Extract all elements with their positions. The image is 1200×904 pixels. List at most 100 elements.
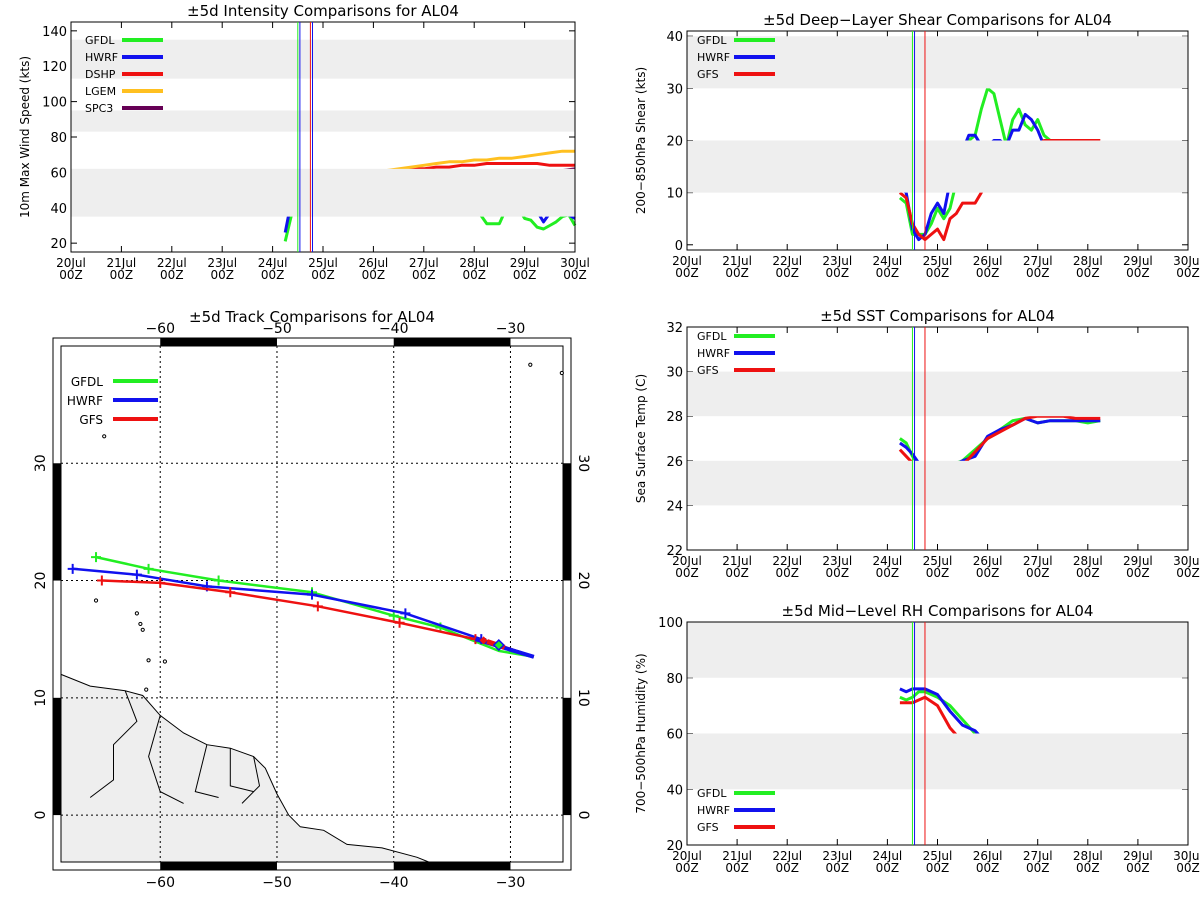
rh-title: ±5d Mid−Level RH Comparisons for AL04 (782, 602, 1094, 620)
intensity-y-label: 10m Max Wind Speed (kts) (18, 56, 32, 218)
rh-chart: 20Jul00Z21Jul00Z22Jul00Z23Jul00Z24Jul00Z… (634, 602, 1200, 875)
shear-x-tick-label: 00Z (725, 266, 749, 280)
track-lon-label-top: −60 (145, 321, 175, 337)
intensity-x-tick-label: 00Z (513, 268, 537, 282)
sst-x-tick-label: 00Z (926, 566, 950, 580)
rh-y-tick-label: 40 (666, 783, 683, 798)
intensity-x-tick-label: 00Z (362, 268, 386, 282)
intensity-y-tick-label: 20 (50, 237, 67, 252)
shear-x-tick-label: 00Z (1026, 266, 1050, 280)
rh-x-tick-label: 00Z (725, 861, 749, 875)
shear-x-tick-label: 00Z (675, 266, 699, 280)
sst-band (687, 461, 1188, 506)
sst-y-tick-label: 24 (666, 499, 683, 514)
track-border-bar (53, 698, 61, 815)
shear-x-tick-label: 00Z (926, 266, 950, 280)
rh-legend-label: GFDL (697, 787, 727, 800)
track-lon-label-bottom: −30 (496, 875, 526, 891)
sst-y-tick-label: 22 (666, 544, 683, 559)
shear-y-tick-label: 30 (666, 82, 683, 97)
intensity-y-tick-label: 80 (50, 131, 67, 146)
rh-y-tick-label: 20 (666, 839, 683, 854)
track-lon-label-top: −50 (262, 321, 292, 337)
intensity-y-tick-label: 140 (42, 25, 67, 40)
shear-chart: 20Jul00Z21Jul00Z22Jul00Z23Jul00Z24Jul00Z… (634, 11, 1200, 280)
sst-x-tick-label: 00Z (826, 566, 850, 580)
sst-x-tick-label: 00Z (876, 566, 900, 580)
track-lat-label-right: 30 (575, 454, 591, 472)
track-lon-label-bottom: −50 (262, 875, 292, 891)
island (163, 660, 166, 663)
rh-legend-label: GFS (697, 821, 719, 834)
sst-x-tick-label: 00Z (775, 566, 799, 580)
shear-legend-label: GFDL (697, 34, 727, 47)
intensity-x-tick-label: 00Z (210, 268, 234, 282)
track-lon-label-top: −40 (379, 321, 409, 337)
shear-y-tick-label: 10 (666, 187, 683, 202)
figure-svg: 20Jul00Z21Jul00Z22Jul00Z23Jul00Z24Jul00Z… (0, 0, 1200, 900)
track-legend-label: HWRF (67, 394, 103, 408)
track-border-bar (394, 862, 511, 870)
sst-legend-label: HWRF (697, 347, 730, 360)
sst-legend-label: GFDL (697, 330, 727, 343)
island (139, 622, 142, 625)
rh-x-tick-label: 00Z (1176, 861, 1200, 875)
sst-x-tick-label: 00Z (1076, 566, 1100, 580)
rh-legend-label: HWRF (697, 804, 730, 817)
intensity-y-tick-label: 100 (42, 96, 67, 111)
shear-y-tick-label: 40 (666, 30, 683, 45)
sst-chart: 20Jul00Z21Jul00Z22Jul00Z23Jul00Z24Jul00Z… (634, 307, 1200, 580)
rh-band (687, 622, 1188, 678)
island (529, 363, 532, 366)
shear-legend-label: GFS (697, 68, 719, 81)
track-lon-label-bottom: −60 (145, 875, 175, 891)
shear-band (687, 36, 1188, 88)
intensity-x-tick-label: 00Z (110, 268, 134, 282)
intensity-x-tick-label: 00Z (311, 268, 335, 282)
sst-y-tick-label: 30 (666, 366, 683, 381)
intensity-y-tick-label: 60 (50, 166, 67, 181)
track-lat-label-left: 20 (33, 572, 49, 590)
intensity-band (71, 169, 575, 217)
track-border-bar (563, 698, 571, 815)
shear-y-label: 200−850hPa Shear (kts) (634, 67, 648, 214)
track-border-bar (160, 862, 277, 870)
shear-legend-label: HWRF (697, 51, 730, 64)
rh-x-tick-label: 00Z (926, 861, 950, 875)
rh-x-tick-label: 00Z (775, 861, 799, 875)
intensity-x-tick-label: 00Z (160, 268, 184, 282)
rh-x-tick-label: 00Z (675, 861, 699, 875)
shear-x-tick-label: 00Z (775, 266, 799, 280)
sst-x-tick-label: 00Z (976, 566, 1000, 580)
intensity-x-tick-label: 00Z (462, 268, 486, 282)
track-lat-label-right: 20 (575, 572, 591, 590)
track-map: ±5d Track Comparisons for AL04 −60 −60 −50 −… (33, 308, 591, 891)
track-border-bar (394, 338, 511, 346)
sst-band (687, 372, 1188, 417)
intensity-x-tick-label: 00Z (261, 268, 285, 282)
intensity-x-tick-label: 00Z (563, 268, 587, 282)
island (145, 688, 148, 691)
track-legend-label: GFDL (71, 375, 103, 389)
rh-x-tick-label: 00Z (1026, 861, 1050, 875)
rh-x-tick-label: 00Z (976, 861, 1000, 875)
intensity-band (71, 110, 575, 131)
shear-band (687, 141, 1188, 193)
intensity-y-tick-label: 40 (50, 202, 67, 217)
track-border-bar (53, 463, 61, 580)
intensity-legend-label: SPC3 (85, 102, 113, 115)
island (103, 435, 106, 438)
figure: 20Jul 00Z 21Jul 00Z 22Jul 00Z 23Jul 00Z 24Jul 00Z… (0, 0, 1200, 904)
island (141, 628, 144, 631)
sst-x-tick-label: 00Z (725, 566, 749, 580)
intensity-x-tick-label: 00Z (412, 268, 436, 282)
sst-plot-frame (687, 327, 1188, 550)
rh-x-tick-label: 00Z (1076, 861, 1100, 875)
intensity-y-tick-label: 120 (42, 60, 67, 75)
rh-x-tick-label: 00Z (876, 861, 900, 875)
shear-x-tick-label: 00Z (1076, 266, 1100, 280)
sst-y-label: Sea Surface Temp (C) (634, 374, 648, 503)
shear-x-tick-label: 00Z (826, 266, 850, 280)
track-lon-label-top: −30 (496, 321, 526, 337)
sst-y-axis: 222426283032 (666, 321, 1188, 559)
